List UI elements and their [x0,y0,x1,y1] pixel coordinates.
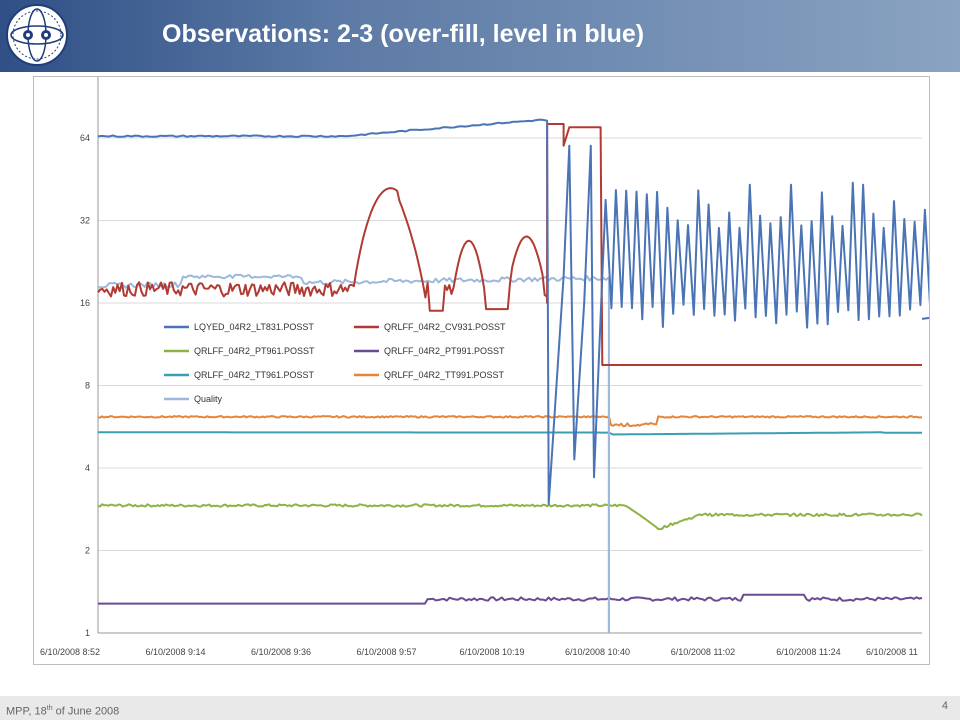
y-tick-label: 32 [80,216,90,226]
page-title: Observations: 2-3 (over-fill, level in b… [162,20,645,48]
x-tick-label: 6/10/2008 11:24 [776,647,840,657]
legend-label: QRLFF_04R2_PT991.POSST [384,346,505,356]
series-tt961 [98,431,922,436]
series-pt991 [98,593,923,605]
series-quality [97,273,610,633]
x-tick-label: 6/10/2008 8:52 [40,647,100,657]
x-tick-label: 6/10/2008 9:14 [145,647,205,657]
x-tick-label: 6/10/2008 9:36 [251,647,311,657]
y-tick-labels: 1 2 4 8 16 32 64 [80,133,90,638]
x-tick-label: 6/10/2008 11 [866,647,918,657]
legend-label: Quality [194,394,223,404]
series-cv931 [97,123,922,366]
page-number: 4 [941,700,948,712]
y-tick-label: 4 [85,463,90,473]
cern-logo-icon [6,4,68,66]
legend-label: QRLFF_04R2_CV931.POSST [384,322,506,332]
legend: LQYED_04R2_LT831.POSST QRLFF_04R2_CV931.P… [164,322,506,404]
x-tick-label: 6/10/2008 10:19 [459,647,524,657]
y-tick-label: 8 [85,381,90,391]
slide-footer [0,696,960,720]
series-pt961 [97,503,923,531]
legend-label: QRLFF_04R2_TT961.POSST [194,370,315,380]
y-tick-label: 16 [80,298,90,308]
y-tick-label: 2 [85,546,90,556]
x-tick-label: 6/10/2008 10:40 [565,647,630,657]
slide-header: Observations: 2-3 (over-fill, level in b… [0,0,960,72]
x-tick-label: 6/10/2008 9:57 [356,647,416,657]
y-tick-label: 64 [80,133,90,143]
y-tick-label: 1 [85,628,90,638]
x-tick-labels: 6/10/2008 8:52 6/10/2008 9:14 6/10/2008 9:… [40,647,918,657]
legend-label: QRLFF_04R2_PT961.POSST [194,346,315,356]
footer-text: MPP, 18th of June 2008 [6,705,120,718]
legend-label: QRLFF_04R2_TT991.POSST [384,370,505,380]
grid-lines [98,137,922,634]
legend-label: LQYED_04R2_LT831.POSST [194,322,314,332]
axes [97,77,922,634]
chart-frame: 1 2 4 8 16 32 64 6/10/2008 8:52 6/10/2008 9:14 6… [33,76,930,665]
series-tt991 [97,415,923,428]
x-tick-label: 6/10/2008 11:02 [671,647,735,657]
series-lines [97,118,929,633]
series-lt831 [97,118,929,506]
